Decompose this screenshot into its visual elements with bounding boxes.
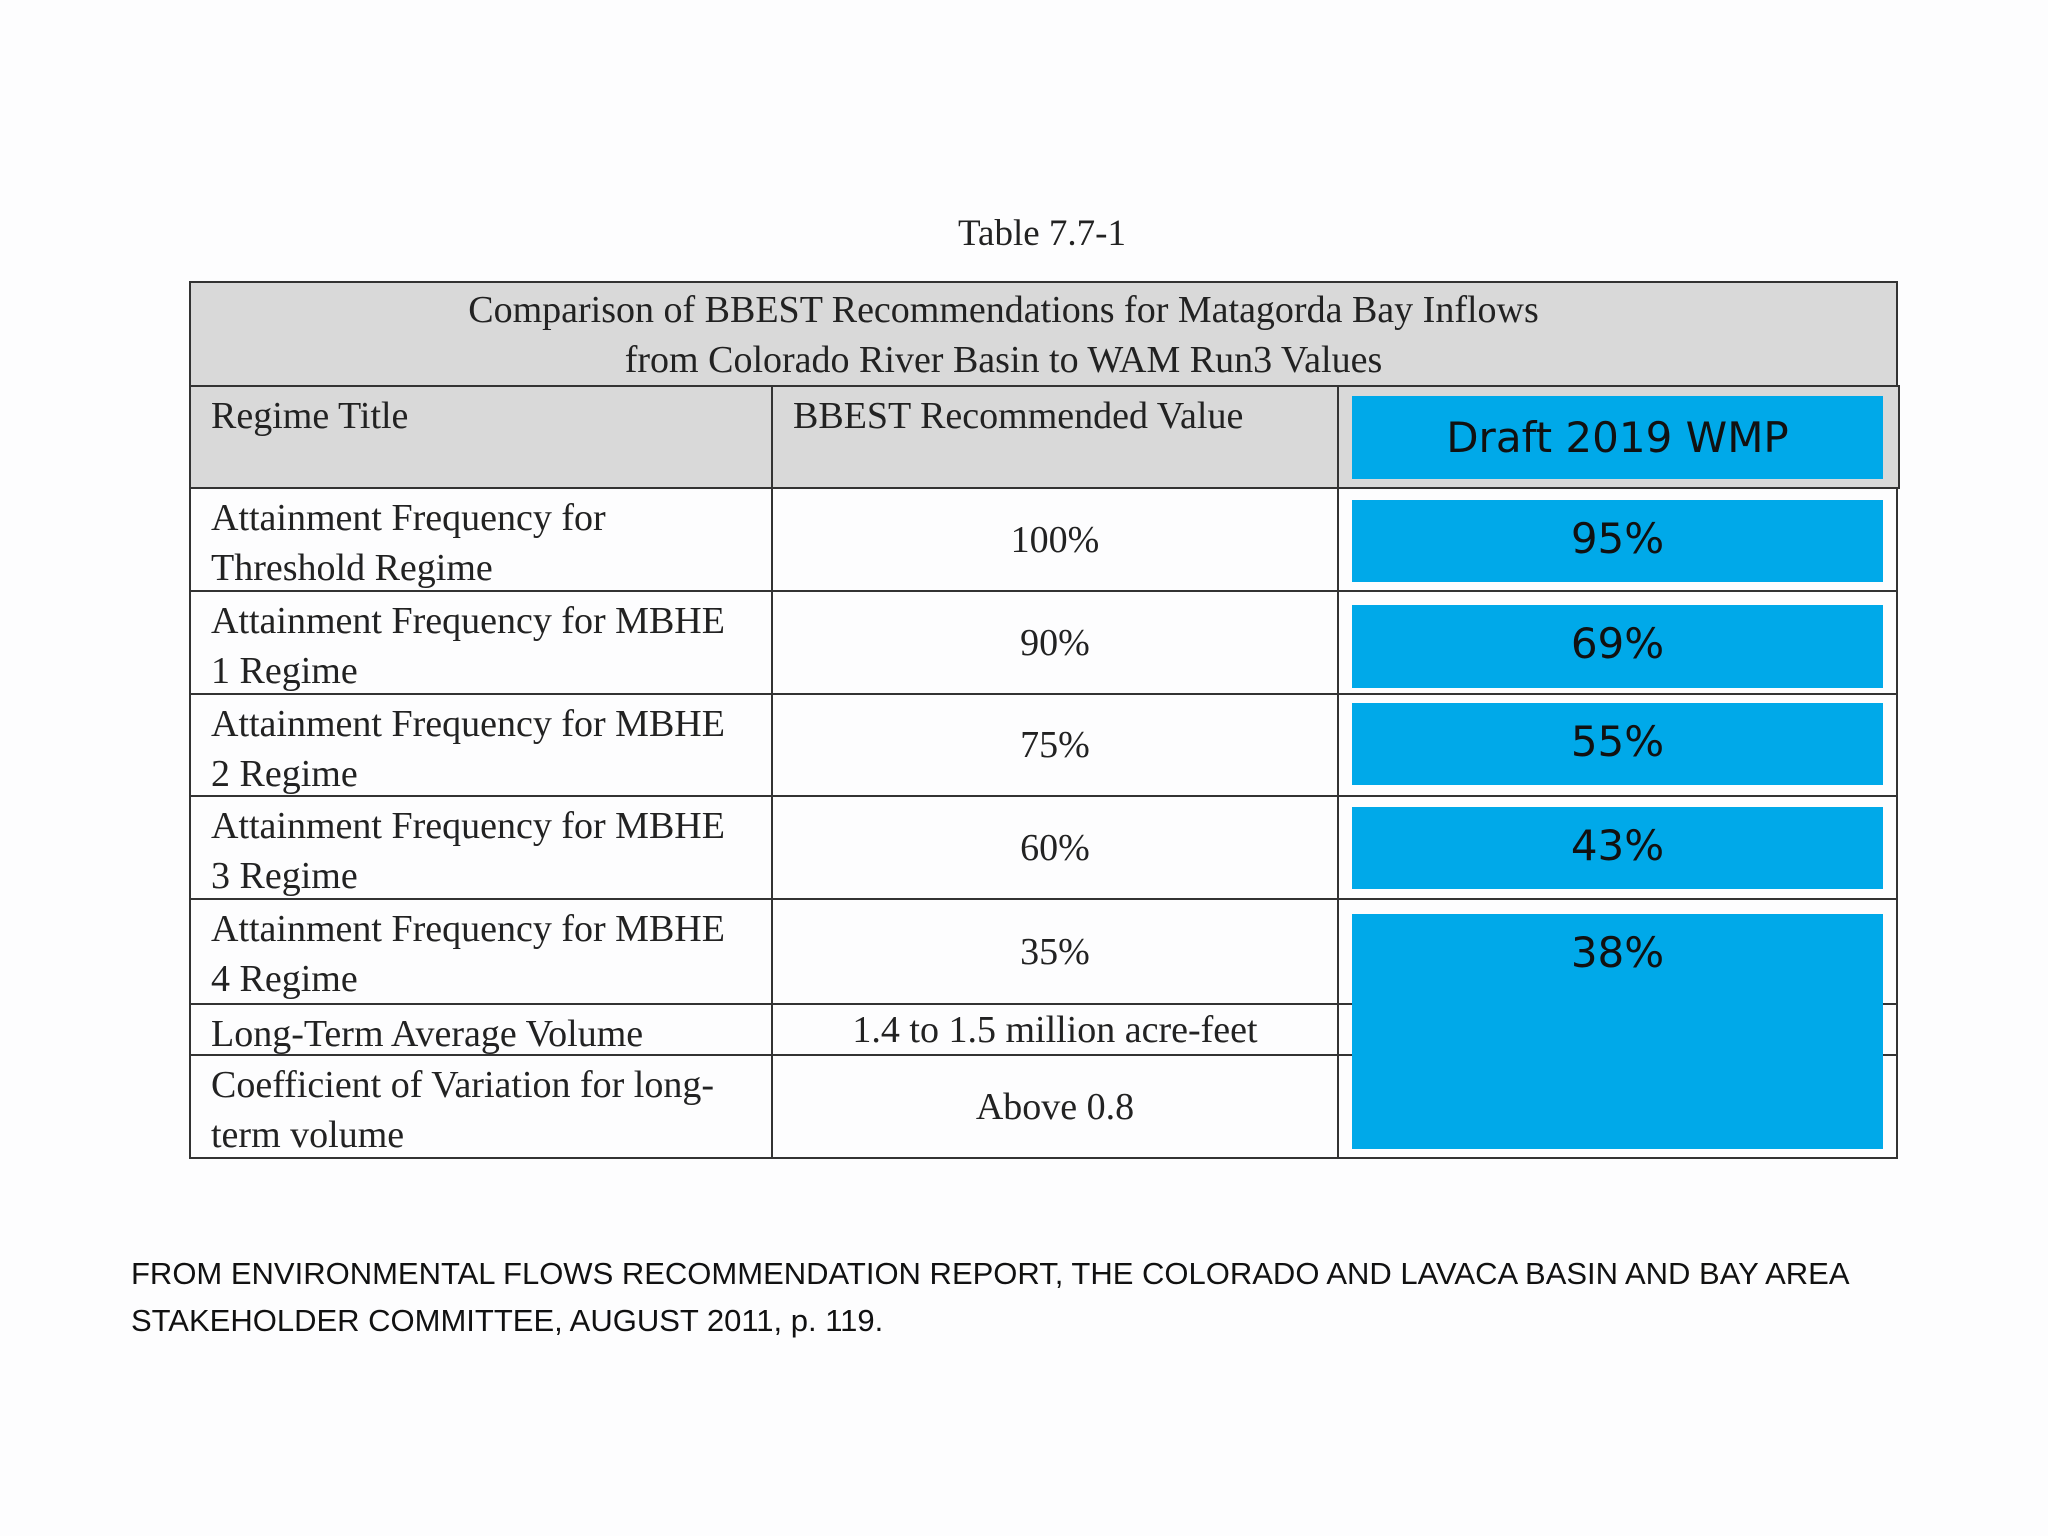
title-line: Comparison of BBEST Recommendations for … bbox=[468, 289, 1539, 331]
row-label: Attainment Frequency for Threshold Regim… bbox=[189, 487, 773, 592]
bbest-value: 75% bbox=[771, 693, 1339, 797]
overlay-value: 95% bbox=[1352, 500, 1883, 582]
bbest-value: 35% bbox=[771, 898, 1339, 1005]
overlay-value: 69% bbox=[1352, 605, 1883, 688]
row-label: Attainment Frequency for MBHE 1 Regime bbox=[189, 590, 773, 695]
bbest-value: 1.4 to 1.5 million acre-feet bbox=[771, 1003, 1339, 1056]
table-caption: Table 7.7-1 bbox=[958, 213, 1126, 254]
row-label: Attainment Frequency for MBHE 2 Regime bbox=[189, 693, 773, 797]
title-line: from Colorado River Basin to WAM Run3 Va… bbox=[624, 339, 1383, 381]
row-label: Attainment Frequency for MBHE 4 Regime bbox=[189, 898, 773, 1005]
bbest-value: 100% bbox=[771, 487, 1339, 592]
row-label: Long-Term Average Volume bbox=[189, 1003, 773, 1056]
row-label: Attainment Frequency for MBHE 3 Regime bbox=[189, 795, 773, 900]
bbest-value: Above 0.8 bbox=[771, 1054, 1339, 1159]
overlay-value: 55% bbox=[1352, 703, 1883, 785]
table-title: Comparison of BBEST Recommendations for … bbox=[189, 281, 1898, 387]
bbest-value: 60% bbox=[771, 795, 1339, 900]
overlay-header: Draft 2019 WMP bbox=[1352, 396, 1883, 479]
row-label: Coefficient of Variation for long-term v… bbox=[189, 1054, 773, 1159]
header-cell: BBEST Recommended Value bbox=[771, 385, 1339, 489]
overlay-value: 43% bbox=[1352, 807, 1883, 889]
source-note: FROM ENVIRONMENTAL FLOWS RECOMMENDATION … bbox=[131, 1256, 1848, 1338]
bbest-value: 90% bbox=[771, 590, 1339, 695]
header-cell: Regime Title bbox=[189, 385, 773, 489]
overlay-value: 38% bbox=[1352, 914, 1883, 1149]
